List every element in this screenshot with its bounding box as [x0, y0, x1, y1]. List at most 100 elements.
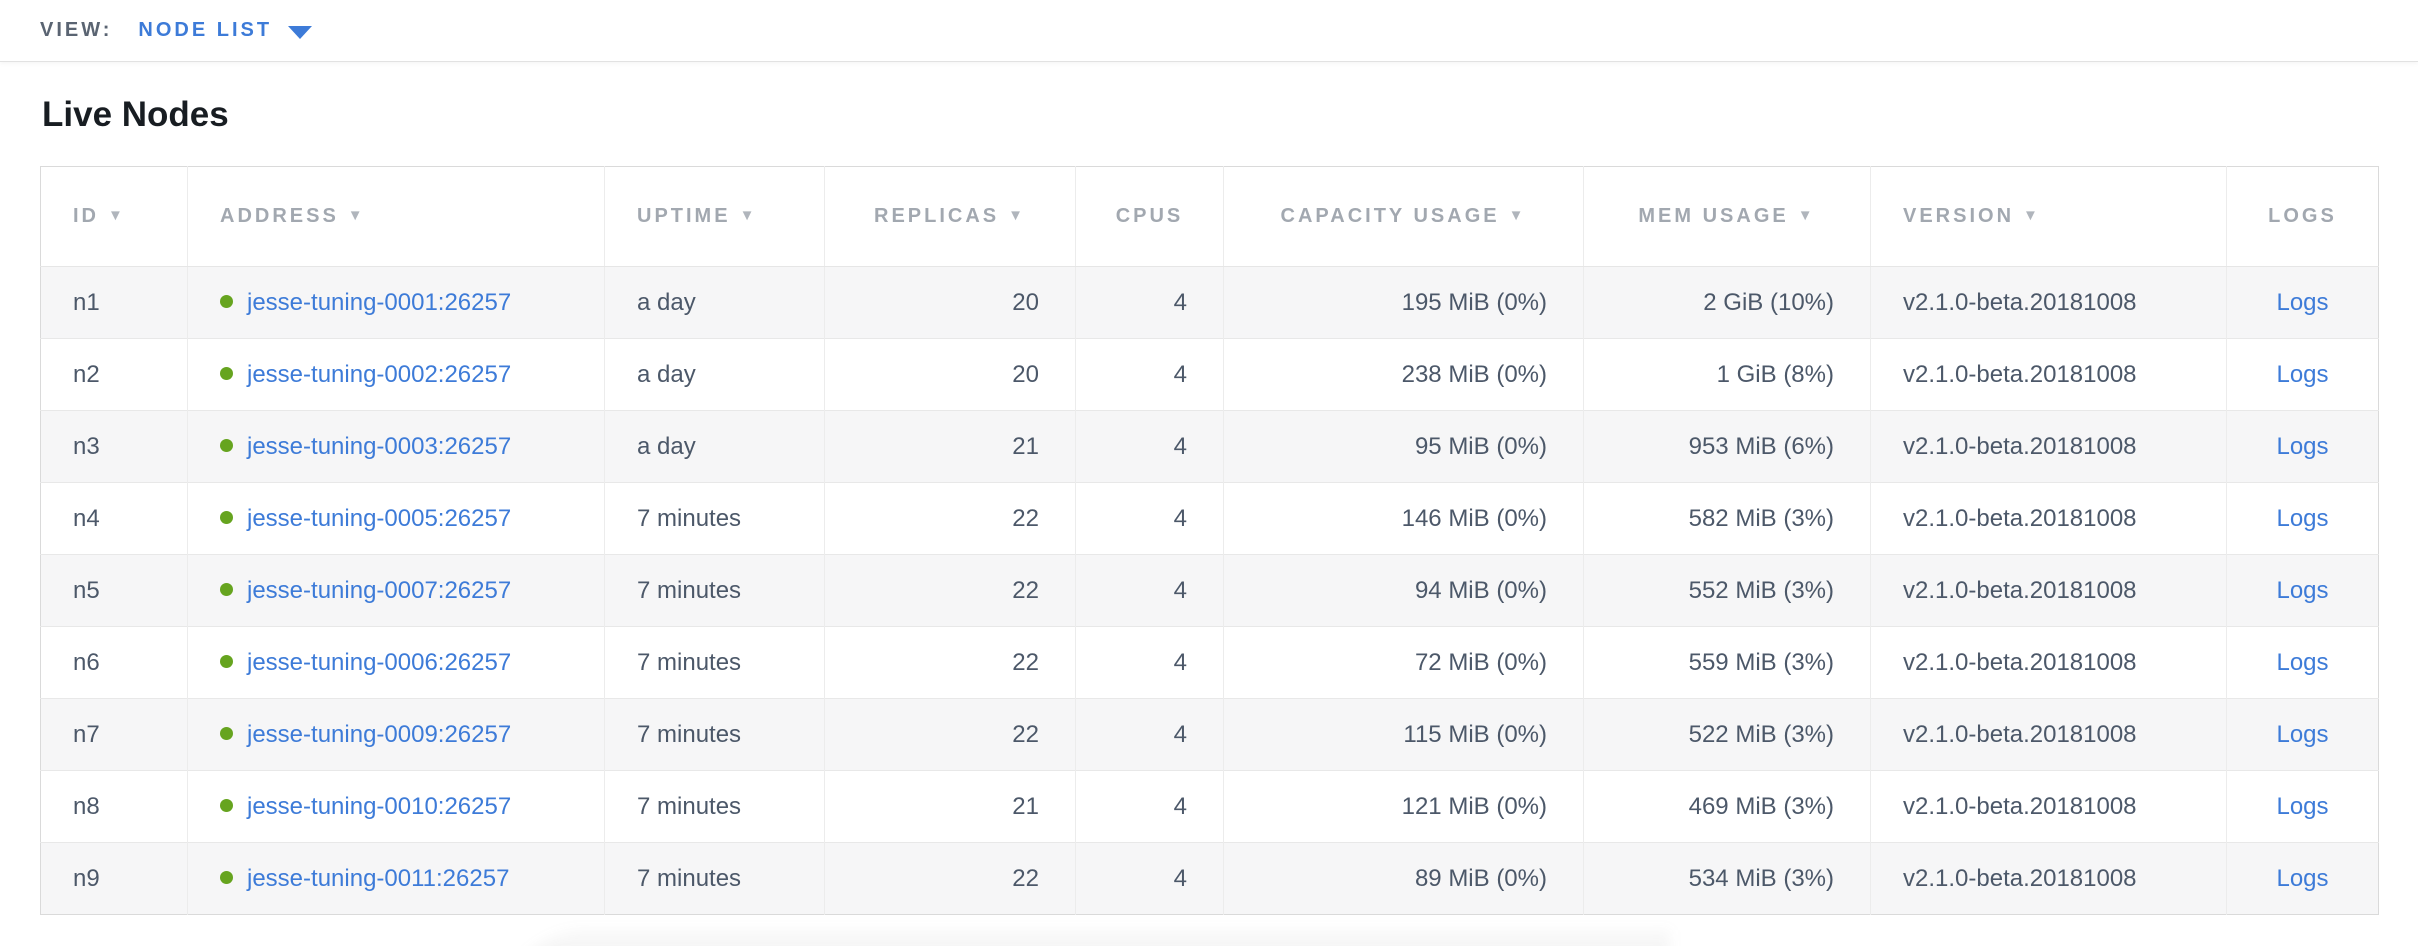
cell-cpus: 4	[1075, 770, 1224, 843]
cell-capacity: 72 MiB (0%)	[1223, 626, 1584, 699]
logs-link[interactable]: Logs	[2276, 792, 2329, 820]
sort-desc-icon: ▼	[2023, 207, 2041, 224]
view-selector[interactable]: NODE LIST	[138, 19, 313, 42]
cell-uptime: a day	[604, 338, 825, 411]
node-address-link[interactable]: jesse-tuning-0001:26257	[247, 288, 512, 316]
column-header-label: CAPACITY USAGE	[1280, 205, 1500, 227]
sort-desc-icon: ▼	[108, 207, 126, 224]
node-live-status-icon	[220, 366, 233, 380]
cell-id: n7	[40, 698, 188, 771]
column-header-capacity[interactable]: CAPACITY USAGE ▼	[1223, 166, 1584, 267]
cell-mem: 559 MiB (3%)	[1583, 626, 1871, 699]
cell-uptime: 7 minutes	[604, 554, 825, 627]
node-live-status-icon	[220, 726, 233, 740]
column-header-cpus: CPUS	[1075, 166, 1224, 267]
column-header-uptime[interactable]: UPTIME ▼	[604, 166, 825, 267]
logs-link[interactable]: Logs	[2276, 648, 2329, 676]
cell-replicas: 22	[824, 698, 1076, 771]
cell-id: n2	[40, 338, 188, 411]
node-live-status-icon	[220, 438, 233, 452]
logs-link[interactable]: Logs	[2276, 288, 2329, 316]
cell-capacity: 146 MiB (0%)	[1223, 482, 1584, 555]
cell-capacity: 238 MiB (0%)	[1223, 338, 1584, 411]
column-header-label: VERSION	[1903, 205, 2015, 227]
node-address-link[interactable]: jesse-tuning-0005:26257	[247, 504, 512, 532]
cell-replicas: 21	[824, 770, 1076, 843]
table-row: n9 jesse-tuning-0011:26257 7 minutes 22 4 89 …	[40, 842, 2379, 915]
cell-version: v2.1.0-beta.20181008	[1870, 770, 2227, 843]
cell-cpus: 4	[1075, 626, 1224, 699]
cell-address: jesse-tuning-0001:26257	[187, 266, 605, 339]
table-row: n1 jesse-tuning-0001:26257 a day 20 4 195 MiB…	[40, 266, 2379, 339]
cell-replicas: 22	[824, 626, 1076, 699]
column-header-label: ADDRESS	[220, 205, 339, 227]
cell-id: n8	[40, 770, 188, 843]
node-address-link[interactable]: jesse-tuning-0007:26257	[247, 576, 512, 604]
node-live-status-icon	[220, 294, 233, 308]
cell-cpus: 4	[1075, 554, 1224, 627]
column-header-address[interactable]: ADDRESS ▼	[187, 166, 605, 267]
cell-uptime: 7 minutes	[604, 842, 825, 915]
column-header-mem[interactable]: MEM USAGE ▼	[1583, 166, 1871, 267]
cell-address: jesse-tuning-0009:26257	[187, 698, 605, 771]
logs-link[interactable]: Logs	[2276, 504, 2329, 532]
cell-address: jesse-tuning-0011:26257	[187, 842, 605, 915]
node-live-status-icon	[220, 654, 233, 668]
cell-version: v2.1.0-beta.20181008	[1870, 266, 2227, 339]
cell-address: jesse-tuning-0002:26257	[187, 338, 605, 411]
cell-uptime: 7 minutes	[604, 482, 825, 555]
logs-link[interactable]: Logs	[2276, 360, 2329, 388]
node-live-status-icon	[220, 870, 233, 884]
table-row: n8 jesse-tuning-0010:26257 7 minutes 21 4 121…	[40, 770, 2379, 843]
sort-desc-icon: ▼	[1797, 207, 1816, 224]
table-row: n7 jesse-tuning-0009:26257 7 minutes 22 4 115…	[40, 698, 2379, 771]
cell-mem: 469 MiB (3%)	[1583, 770, 1871, 843]
cell-logs: Logs	[2226, 554, 2379, 627]
page-title: Live Nodes	[42, 95, 229, 134]
cell-cpus: 4	[1075, 698, 1224, 771]
column-header-label: UPTIME	[637, 205, 731, 227]
node-address-link[interactable]: jesse-tuning-0011:26257	[247, 864, 510, 892]
cell-id: n6	[40, 626, 188, 699]
column-header-logs: LOGS	[2226, 166, 2379, 267]
cell-address: jesse-tuning-0003:26257	[187, 410, 605, 483]
cell-version: v2.1.0-beta.20181008	[1870, 410, 2227, 483]
cell-mem: 522 MiB (3%)	[1583, 698, 1871, 771]
node-address-link[interactable]: jesse-tuning-0002:26257	[247, 360, 512, 388]
cell-version: v2.1.0-beta.20181008	[1870, 698, 2227, 771]
cell-mem: 2 GiB (10%)	[1583, 266, 1871, 339]
chevron-down-icon	[288, 25, 313, 39]
node-live-status-icon	[220, 582, 233, 596]
cell-version: v2.1.0-beta.20181008	[1870, 338, 2227, 411]
node-address-link[interactable]: jesse-tuning-0006:26257	[247, 648, 512, 676]
cell-id: n1	[73, 288, 100, 316]
column-header-id[interactable]: ID ▼	[40, 166, 188, 267]
cell-cpus: 4	[1075, 410, 1224, 483]
sort-desc-icon: ▼	[739, 207, 758, 224]
logs-link[interactable]: Logs	[2276, 576, 2329, 604]
node-live-status-icon	[220, 798, 233, 812]
logs-link[interactable]: Logs	[2276, 432, 2329, 460]
cell-logs: Logs	[2226, 842, 2379, 915]
cell-id: n3	[40, 410, 188, 483]
node-address-link[interactable]: jesse-tuning-0010:26257	[247, 792, 512, 820]
cell-address: jesse-tuning-0007:26257	[187, 554, 605, 627]
cell-logs: Logs	[2226, 410, 2379, 483]
cell-logs: Logs	[2226, 338, 2379, 411]
cell-mem: 534 MiB (3%)	[1583, 842, 1871, 915]
column-header-replicas[interactable]: REPLICAS ▼	[824, 166, 1076, 267]
logs-link[interactable]: Logs	[2276, 864, 2329, 892]
cell-replicas: 20	[824, 338, 1076, 411]
cell-replicas: 20	[824, 266, 1076, 339]
cell-replicas: 22	[824, 482, 1076, 555]
cell-replicas: 22	[824, 842, 1076, 915]
logs-link[interactable]: Logs	[2276, 720, 2329, 748]
node-address-link[interactable]: jesse-tuning-0003:26257	[247, 432, 512, 460]
cell-replicas: 21	[824, 410, 1076, 483]
column-header-version[interactable]: VERSION ▼	[1870, 166, 2227, 267]
cell-capacity: 95 MiB (0%)	[1223, 410, 1584, 483]
node-address-link[interactable]: jesse-tuning-0009:26257	[247, 720, 512, 748]
cell-version: v2.1.0-beta.20181008	[1870, 626, 2227, 699]
cell-logs: Logs	[2226, 770, 2379, 843]
